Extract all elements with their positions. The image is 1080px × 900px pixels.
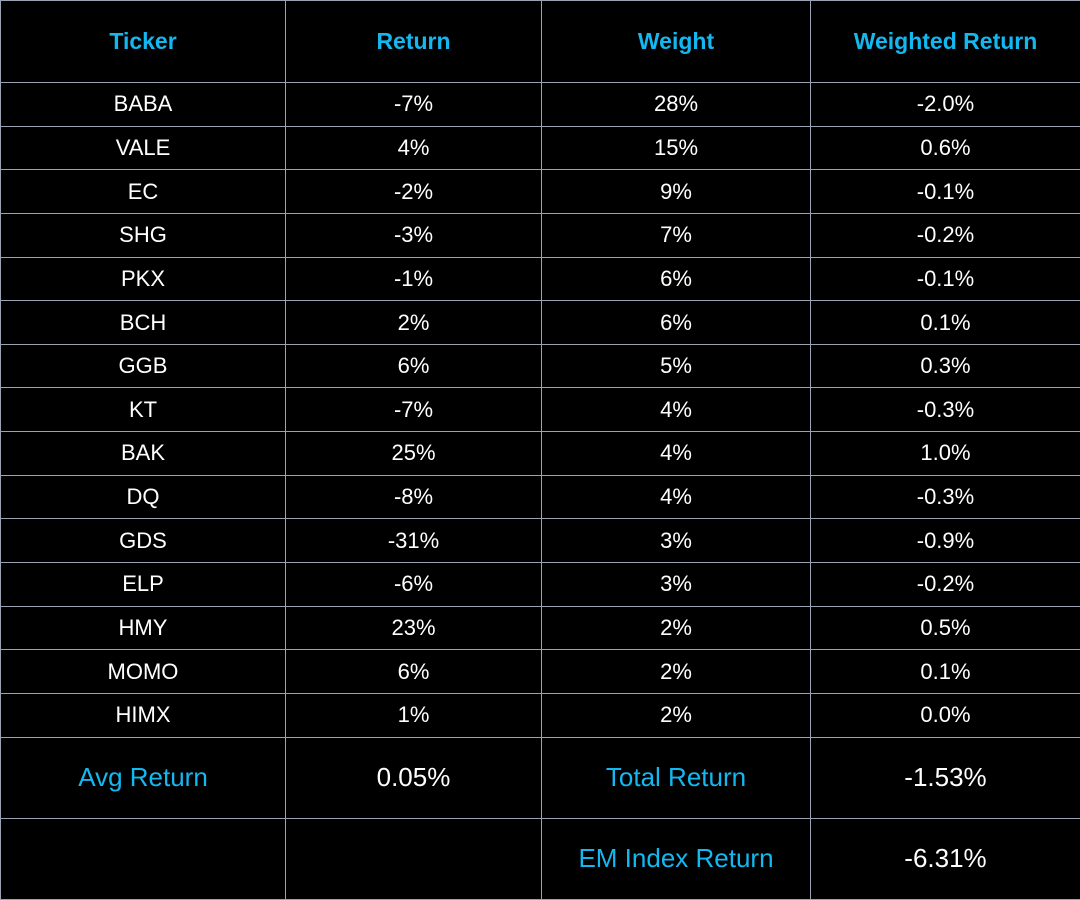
weighted-return-cell: -0.3%: [810, 387, 1080, 433]
header-return: Return: [285, 0, 542, 83]
weighted-return-cell: 0.3%: [810, 343, 1080, 389]
ticker-cell: VALE: [0, 125, 286, 171]
table-row: EC -2% 9% -0.1%: [0, 169, 1080, 214]
table-row: SHG -3% 7% -0.2%: [0, 212, 1080, 258]
table-row: ELP -6% 3% -0.2%: [0, 562, 1080, 607]
weight-cell: 6%: [541, 300, 811, 345]
header-row: Ticker Return Weight Weighted Return: [0, 0, 1080, 83]
em-index-return-value: -6.31%: [810, 817, 1080, 900]
avg-return-label: Avg Return: [0, 736, 286, 819]
empty-cell: [285, 817, 542, 900]
table-row: GDS -31% 3% -0.9%: [0, 518, 1080, 564]
weight-cell: 7%: [541, 212, 811, 258]
table-row: KT -7% 4% -0.3%: [0, 387, 1080, 433]
weight-cell: 15%: [541, 125, 811, 171]
return-cell: -3%: [285, 212, 542, 258]
weight-cell: 9%: [541, 169, 811, 214]
empty-cell: [0, 817, 286, 900]
table-row: BCH 2% 6% 0.1%: [0, 300, 1080, 345]
return-cell: 6%: [285, 343, 542, 389]
return-cell: -6%: [285, 562, 542, 607]
weight-cell: 5%: [541, 343, 811, 389]
table-body: BABA -7% 28% -2.0% VALE 4% 15% 0.6% EC -2% 9% -0.1%…: [0, 82, 1080, 738]
weighted-return-cell: 0.6%: [810, 125, 1080, 171]
ticker-cell: KT: [0, 387, 286, 433]
return-cell: 1%: [285, 692, 542, 738]
table-row: DQ -8% 4% -0.3%: [0, 474, 1080, 520]
weighted-return-cell: -0.2%: [810, 562, 1080, 607]
total-return-label: Total Return: [541, 736, 811, 819]
ticker-cell: DQ: [0, 474, 286, 520]
weighted-return-cell: -0.2%: [810, 212, 1080, 258]
return-cell: 2%: [285, 300, 542, 345]
weight-cell: 2%: [541, 692, 811, 738]
weight-cell: 6%: [541, 256, 811, 302]
weight-cell: 3%: [541, 518, 811, 564]
ticker-cell: SHG: [0, 212, 286, 258]
ticker-cell: GDS: [0, 518, 286, 564]
weight-cell: 4%: [541, 474, 811, 520]
table-row: HMY 23% 2% 0.5%: [0, 605, 1080, 651]
weight-cell: 4%: [541, 431, 811, 476]
ticker-cell: GGB: [0, 343, 286, 389]
weighted-return-cell: -0.3%: [810, 474, 1080, 520]
return-cell: -2%: [285, 169, 542, 214]
weighted-return-cell: 0.0%: [810, 692, 1080, 738]
ticker-cell: ELP: [0, 562, 286, 607]
ticker-cell: HIMX: [0, 692, 286, 738]
ticker-cell: MOMO: [0, 649, 286, 694]
table-row: GGB 6% 5% 0.3%: [0, 343, 1080, 389]
avg-return-value: 0.05%: [285, 736, 542, 819]
table-row: MOMO 6% 2% 0.1%: [0, 649, 1080, 694]
return-cell: 6%: [285, 649, 542, 694]
return-cell: -8%: [285, 474, 542, 520]
table-row: VALE 4% 15% 0.6%: [0, 125, 1080, 171]
header-ticker: Ticker: [0, 0, 286, 83]
em-index-return-label: EM Index Return: [541, 817, 811, 900]
total-return-value: -1.53%: [810, 736, 1080, 819]
weight-cell: 3%: [541, 562, 811, 607]
summary-row-avg-total: Avg Return 0.05% Total Return -1.53%: [0, 736, 1080, 819]
header-weighted-return: Weighted Return: [810, 0, 1080, 83]
table-row: HIMX 1% 2% 0.0%: [0, 692, 1080, 738]
header-weight: Weight: [541, 0, 811, 83]
ticker-cell: BCH: [0, 300, 286, 345]
return-cell: -7%: [285, 387, 542, 433]
ticker-cell: PKX: [0, 256, 286, 302]
weighted-return-cell: 0.1%: [810, 649, 1080, 694]
ticker-cell: BAK: [0, 431, 286, 476]
return-cell: 4%: [285, 125, 542, 171]
return-cell: 25%: [285, 431, 542, 476]
summary-row-em-index: EM Index Return -6.31%: [0, 817, 1080, 900]
table-row: BABA -7% 28% -2.0%: [0, 82, 1080, 127]
return-cell: -7%: [285, 82, 542, 127]
weighted-return-cell: -0.9%: [810, 518, 1080, 564]
table-row: PKX -1% 6% -0.1%: [0, 256, 1080, 302]
return-cell: 23%: [285, 605, 542, 651]
weighted-return-cell: -0.1%: [810, 256, 1080, 302]
weight-cell: 28%: [541, 82, 811, 127]
ticker-cell: EC: [0, 169, 286, 214]
weight-cell: 2%: [541, 605, 811, 651]
weighted-return-cell: 1.0%: [810, 431, 1080, 476]
ticker-cell: BABA: [0, 82, 286, 127]
weighted-return-cell: -0.1%: [810, 169, 1080, 214]
weight-cell: 4%: [541, 387, 811, 433]
weighted-return-cell: -2.0%: [810, 82, 1080, 127]
ticker-cell: HMY: [0, 605, 286, 651]
return-cell: -31%: [285, 518, 542, 564]
table-row: BAK 25% 4% 1.0%: [0, 431, 1080, 476]
weighted-return-cell: 0.5%: [810, 605, 1080, 651]
weight-cell: 2%: [541, 649, 811, 694]
return-cell: -1%: [285, 256, 542, 302]
weighted-return-cell: 0.1%: [810, 300, 1080, 345]
